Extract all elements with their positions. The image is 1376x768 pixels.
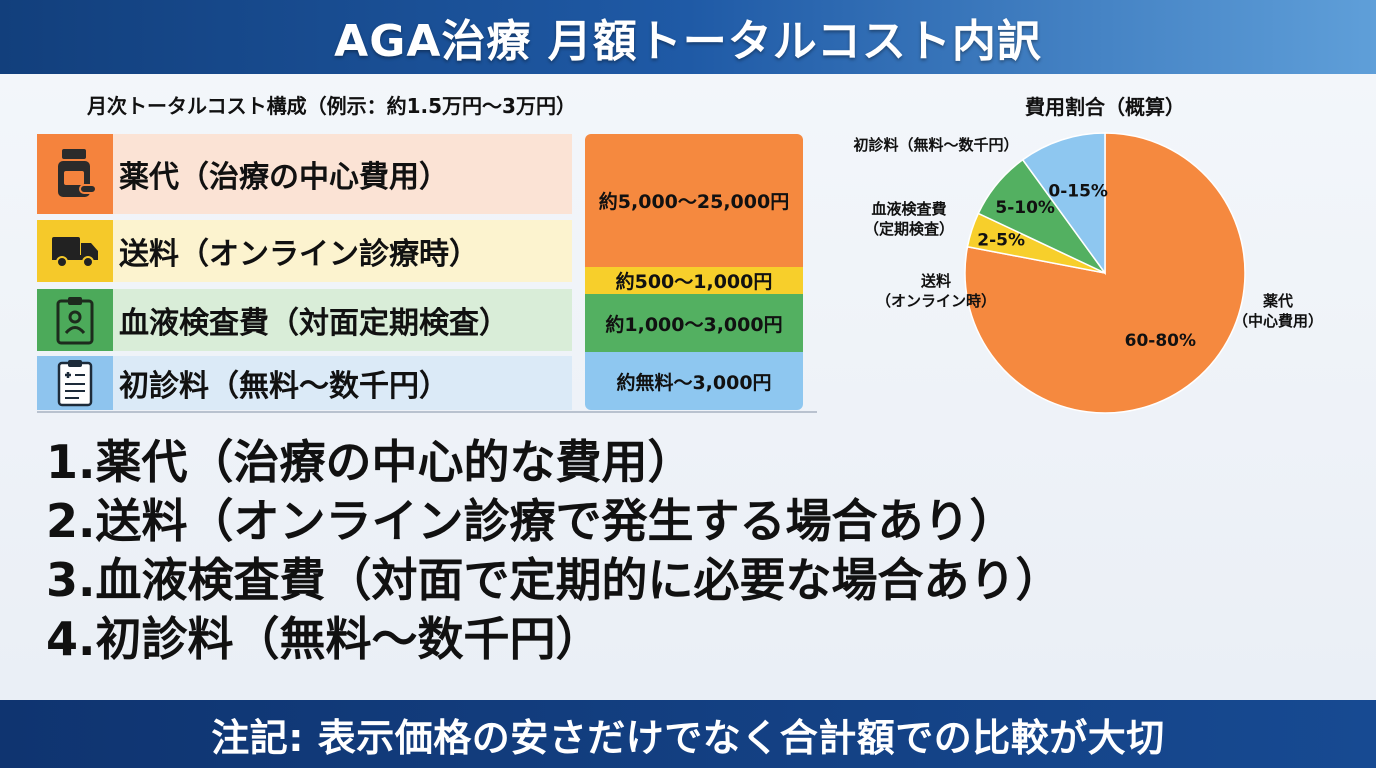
pie-percent-label: 60-80% xyxy=(1125,331,1196,351)
pie-percent-label: 5-10% xyxy=(995,198,1055,218)
cost-table-title: 月次トータルコスト構成（例示：約1.5万円〜3万円） xyxy=(87,94,576,118)
cost-row-blood-test: 血液検査費（対面定期検査） xyxy=(37,289,572,351)
amount-first-visit: 約無料〜3,000円 xyxy=(585,352,803,410)
cost-row-shipping: 送料（オンライン診療時） xyxy=(37,220,572,282)
list-item: 4.初診料（無料〜数千円） xyxy=(46,612,602,666)
pie-category-label: （オンライン時） xyxy=(876,292,996,310)
pie-percent-label: 2-5% xyxy=(977,230,1025,250)
cost-row-label: 送料（オンライン診療時） xyxy=(113,220,572,282)
cost-row-label: 初診料（無料〜数千円） xyxy=(113,356,572,410)
amount-medicine: 約5,000〜25,000円 xyxy=(585,134,803,267)
pie-percent-label: 0-15% xyxy=(1048,181,1108,201)
pie-category-label: 初診料（無料〜数千円） xyxy=(853,136,1018,154)
pie-category-label: （定期検査） xyxy=(864,220,954,238)
amount-shipping: 約500〜1,000円 xyxy=(585,267,803,294)
pie-slice xyxy=(1021,132,1106,276)
cost-row-label: 薬代（治療の中心費用） xyxy=(113,134,572,214)
pie-category-label: 血液検査費 xyxy=(871,200,946,218)
cost-item-list: 1.薬代（治療の中心的な費用） 2.送料（オンライン診療で発生する場合あり） 3… xyxy=(46,433,1061,669)
pie-category-label: （中心費用） xyxy=(1233,312,1323,330)
list-item: 1.薬代（治療の中心的な費用） xyxy=(46,435,694,489)
footer-note-bar: 注記: 表示価格の安さだけでなく合計額での比較が大切 xyxy=(0,700,1376,768)
title-banner: AGA治療 月額トータルコスト内訳 xyxy=(0,0,1376,74)
amount-column: 約5,000〜25,000円 約500〜1,000円 約1,000〜3,000円… xyxy=(585,134,803,410)
clipboard-person-icon xyxy=(37,289,113,351)
pie-category-label: 送料 xyxy=(920,272,951,290)
pie-svg: 費用割合（概算） 60-80% 薬代 （中心費用） 2-5% 送料 （オンライン時） 5-10… xyxy=(853,95,1323,414)
cost-breakdown-table: 薬代（治療の中心費用） 送料（オンライン診療時） 血液検査費（対面定期検査） xyxy=(37,134,817,413)
footer-note: 注記: 表示価格の安さだけでなく合計額での比較が大切 xyxy=(211,715,1165,760)
list-item: 2.送料（オンライン診療で発生する場合あり） xyxy=(46,494,1016,548)
cost-row-medicine: 薬代（治療の中心費用） xyxy=(37,134,572,214)
medicine-bottle-icon xyxy=(37,134,113,214)
cost-row-first-visit: 初診料（無料〜数千円） xyxy=(37,356,572,410)
cost-row-label: 血液検査費（対面定期検査） xyxy=(113,289,572,351)
pie-title: 費用割合（概算） xyxy=(1025,95,1185,119)
table-baseline xyxy=(37,411,817,413)
truck-icon xyxy=(37,220,113,282)
page-title: AGA治療 月額トータルコスト内訳 xyxy=(334,16,1042,67)
list-item: 3.血液検査費（対面で定期的に必要な場合あり） xyxy=(46,553,1062,607)
pie-category-label: 薬代 xyxy=(1262,292,1293,310)
cost-share-pie-chart: 費用割合（概算） 60-80% 薬代 （中心費用） 2-5% 送料 （オンライン時） 5-10… xyxy=(836,88,1356,428)
medical-record-icon xyxy=(37,356,113,410)
amount-blood-test: 約1,000〜3,000円 xyxy=(585,294,803,352)
